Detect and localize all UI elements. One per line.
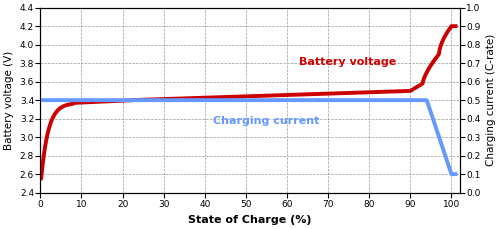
Y-axis label: Battery voltage (V): Battery voltage (V) xyxy=(4,51,14,150)
X-axis label: State of Charge (%): State of Charge (%) xyxy=(188,215,312,225)
Y-axis label: Charging current (C-rate): Charging current (C-rate) xyxy=(486,34,496,166)
Text: Battery voltage: Battery voltage xyxy=(300,57,396,67)
Text: Charging current: Charging current xyxy=(213,116,320,126)
